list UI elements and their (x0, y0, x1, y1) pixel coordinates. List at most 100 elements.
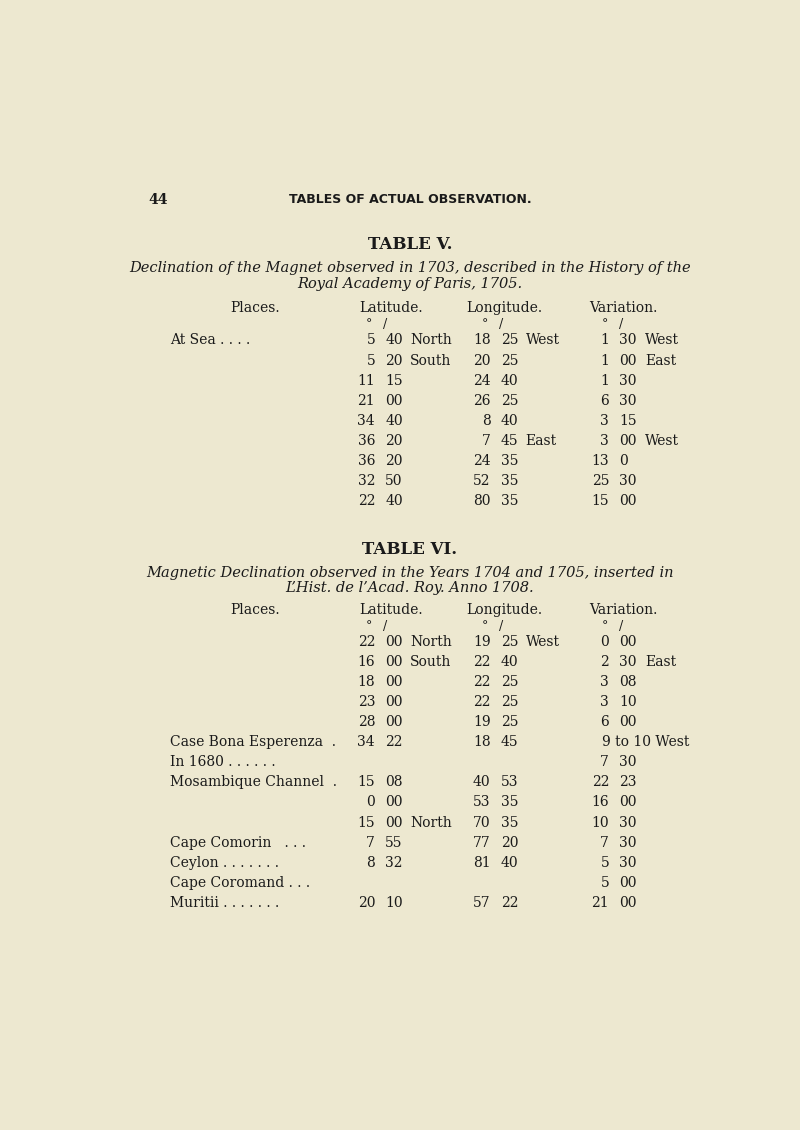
Text: East: East (645, 354, 676, 367)
Text: North: North (410, 816, 452, 829)
Text: Cape Comorin   . . .: Cape Comorin . . . (170, 835, 306, 850)
Text: North: North (410, 333, 452, 348)
Text: 15: 15 (386, 374, 403, 388)
Text: 15: 15 (591, 494, 609, 507)
Text: 9 to 10 West: 9 to 10 West (602, 736, 690, 749)
Text: 18: 18 (358, 676, 375, 689)
Text: 40: 40 (386, 414, 403, 427)
Text: 3: 3 (601, 434, 609, 447)
Text: 00: 00 (386, 715, 402, 729)
Text: 40: 40 (501, 374, 518, 388)
Text: 6: 6 (601, 715, 609, 729)
Text: Places.: Places. (230, 302, 280, 315)
Text: 3: 3 (601, 414, 609, 427)
Text: Longitude.: Longitude. (466, 302, 542, 315)
Text: 20: 20 (386, 453, 402, 468)
Text: 3: 3 (601, 676, 609, 689)
Text: 28: 28 (358, 715, 375, 729)
Text: 45: 45 (501, 736, 518, 749)
Text: 25: 25 (501, 333, 518, 348)
Text: At Sea . . . .: At Sea . . . . (170, 333, 250, 348)
Text: 30: 30 (619, 655, 637, 669)
Text: 25: 25 (501, 635, 518, 650)
Text: 22: 22 (358, 635, 375, 650)
Text: 19: 19 (473, 635, 490, 650)
Text: 35: 35 (501, 796, 518, 809)
Text: Latitude.: Latitude. (359, 302, 422, 315)
Text: 10: 10 (619, 695, 637, 710)
Text: 77: 77 (473, 835, 490, 850)
Text: East: East (526, 434, 557, 447)
Text: 26: 26 (473, 393, 490, 408)
Text: 0: 0 (601, 635, 609, 650)
Text: 25: 25 (501, 393, 518, 408)
Text: Latitude.: Latitude. (359, 603, 422, 617)
Text: 36: 36 (358, 453, 375, 468)
Text: 1: 1 (600, 333, 609, 348)
Text: 8: 8 (482, 414, 490, 427)
Text: 30: 30 (619, 756, 637, 770)
Text: 25: 25 (501, 695, 518, 710)
Text: 44: 44 (148, 193, 167, 207)
Text: °: ° (366, 620, 372, 633)
Text: 16: 16 (358, 655, 375, 669)
Text: West: West (526, 635, 559, 650)
Text: 25: 25 (501, 715, 518, 729)
Text: 21: 21 (358, 393, 375, 408)
Text: 7: 7 (366, 835, 375, 850)
Text: 00: 00 (619, 635, 637, 650)
Text: 7: 7 (600, 756, 609, 770)
Text: 1: 1 (600, 354, 609, 367)
Text: 20: 20 (473, 354, 490, 367)
Text: 10: 10 (386, 896, 403, 910)
Text: 22: 22 (386, 736, 402, 749)
Text: 00: 00 (619, 494, 637, 507)
Text: 23: 23 (619, 775, 637, 790)
Text: 00: 00 (619, 715, 637, 729)
Text: West: West (526, 333, 559, 348)
Text: 45: 45 (501, 434, 518, 447)
Text: 40: 40 (501, 414, 518, 427)
Text: 00: 00 (386, 695, 402, 710)
Text: 40: 40 (473, 775, 490, 790)
Text: North: North (410, 635, 452, 650)
Text: °: ° (482, 318, 489, 331)
Text: 00: 00 (619, 434, 637, 447)
Text: 40: 40 (501, 655, 518, 669)
Text: 52: 52 (473, 473, 490, 488)
Text: 34: 34 (358, 414, 375, 427)
Text: 35: 35 (501, 494, 518, 507)
Text: 80: 80 (473, 494, 490, 507)
Text: 16: 16 (591, 796, 609, 809)
Text: /: / (499, 620, 503, 633)
Text: 23: 23 (358, 695, 375, 710)
Text: South: South (410, 354, 451, 367)
Text: 20: 20 (501, 835, 518, 850)
Text: /: / (619, 318, 623, 331)
Text: 32: 32 (386, 855, 402, 870)
Text: 55: 55 (386, 835, 402, 850)
Text: East: East (645, 655, 676, 669)
Text: 24: 24 (473, 453, 490, 468)
Text: 53: 53 (473, 796, 490, 809)
Text: 5: 5 (366, 333, 375, 348)
Text: Muritii . . . . . . .: Muritii . . . . . . . (170, 896, 279, 910)
Text: 00: 00 (386, 393, 402, 408)
Text: Longitude.: Longitude. (466, 603, 542, 617)
Text: /: / (619, 620, 623, 633)
Text: 30: 30 (619, 816, 637, 829)
Text: 15: 15 (619, 414, 637, 427)
Text: TABLE V.: TABLE V. (368, 236, 452, 253)
Text: 7: 7 (600, 835, 609, 850)
Text: 20: 20 (358, 896, 375, 910)
Text: 22: 22 (592, 775, 609, 790)
Text: 22: 22 (358, 494, 375, 507)
Text: 00: 00 (619, 354, 637, 367)
Text: 22: 22 (473, 655, 490, 669)
Text: 5: 5 (601, 876, 609, 889)
Text: 20: 20 (386, 434, 402, 447)
Text: 40: 40 (501, 855, 518, 870)
Text: Case Bona Esperenza  .: Case Bona Esperenza . (170, 736, 336, 749)
Text: 35: 35 (501, 453, 518, 468)
Text: 5: 5 (366, 354, 375, 367)
